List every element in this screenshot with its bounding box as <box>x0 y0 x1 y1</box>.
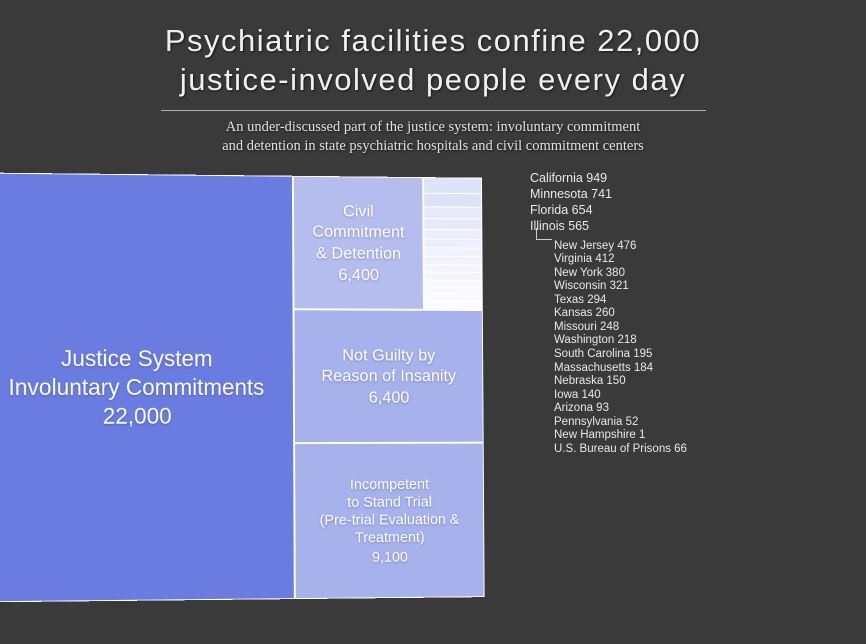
treemap-ngri-value: 6,400 <box>369 388 410 408</box>
treemap-ist-label: Incompetentto Stand Trial(Pre-trial Eval… <box>319 475 459 547</box>
header: Psychiatric facilities confine 22,000 ju… <box>0 0 866 157</box>
treemap-sliver <box>424 301 483 310</box>
state-item-big: California 949 <box>530 172 687 185</box>
state-item-small: U.S. Bureau of Prisons 66 <box>554 443 687 455</box>
state-item-small: Missouri 248 <box>554 321 687 333</box>
state-item-big: Minnesota 741 <box>530 188 687 201</box>
state-item-small: New Hampshire 1 <box>554 429 687 441</box>
treemap-total-label: Justice SystemInvoluntary Commitments <box>8 344 264 401</box>
state-item-small: South Carolina 195 <box>554 348 687 360</box>
subtitle-line-2: and detention in state psychiatric hospi… <box>222 138 644 154</box>
title-rule <box>161 110 706 111</box>
state-item-small: Nebraska 150 <box>554 375 687 387</box>
treemap-ngri-label: Not Guilty byReason of Insanity <box>321 344 456 386</box>
treemap-sliver <box>424 248 483 257</box>
treemap-sliver <box>423 240 482 249</box>
elbow-connector <box>536 228 552 240</box>
state-item-small: Kansas 260 <box>554 307 687 319</box>
state-item-small: Virginia 412 <box>554 253 687 265</box>
subtitle-line-1: An under-discussed part of the justice s… <box>226 119 641 135</box>
page-title: Psychiatric facilities confine 22,000 ju… <box>0 22 866 100</box>
state-item-small: Wisconsin 321 <box>554 280 687 292</box>
treemap-ist-value: 9,100 <box>372 548 408 565</box>
treemap-civil-label: CivilCommitment& Detention <box>312 201 405 264</box>
treemap-sliver <box>423 177 482 194</box>
state-item-small: Massachusetts 184 <box>554 362 687 374</box>
treemap-sliver <box>423 219 482 230</box>
title-line-2: justice-involved people every day <box>180 62 686 97</box>
treemap-civil: CivilCommitment& Detention6,400 <box>293 176 424 310</box>
treemap-sliver <box>423 207 482 219</box>
state-item-small: Texas 294 <box>554 294 687 306</box>
state-item-big: Illinois 565 <box>530 220 687 233</box>
state-item-small: New Jersey 476 <box>554 240 687 252</box>
treemap-sliver <box>423 230 482 240</box>
treemap-total-value: 22,000 <box>103 403 172 430</box>
treemap-civil-value: 6,400 <box>338 265 379 285</box>
state-item-big: Florida 654 <box>530 204 687 217</box>
state-item-small: Pennsylvania 52 <box>554 416 687 428</box>
state-item-small: Washington 218 <box>554 334 687 346</box>
title-line-1: Psychiatric facilities confine 22,000 <box>165 23 701 58</box>
state-item-small: Arizona 93 <box>554 402 687 414</box>
state-list: California 949 Minnesota 741 Florida 654 Il… <box>530 172 687 457</box>
state-item-small: Iowa 140 <box>554 389 687 401</box>
treemap-slivers <box>423 177 483 310</box>
treemap-sliver <box>423 194 482 208</box>
treemap-ist: Incompetentto Stand Trial(Pre-trial Eval… <box>294 443 485 599</box>
treemap-ngri: Not Guilty byReason of Insanity6,400 <box>293 309 483 443</box>
treemap-total: Justice SystemInvoluntary Commitments22,… <box>0 172 295 602</box>
state-item-small: New York 380 <box>554 267 687 279</box>
page-subtitle: An under-discussed part of the justice s… <box>0 118 866 157</box>
treemap-chart: Justice SystemInvoluntary Commitments22,… <box>0 172 523 602</box>
